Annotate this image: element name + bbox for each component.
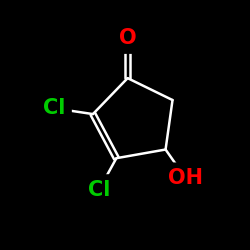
Text: O: O <box>119 28 136 48</box>
Text: Cl: Cl <box>41 96 68 120</box>
Text: Cl: Cl <box>88 180 110 200</box>
Text: Cl: Cl <box>44 98 66 118</box>
Text: O: O <box>117 26 138 50</box>
Text: OH: OH <box>168 168 203 188</box>
Text: OH: OH <box>164 166 207 190</box>
Text: Cl: Cl <box>86 178 112 202</box>
